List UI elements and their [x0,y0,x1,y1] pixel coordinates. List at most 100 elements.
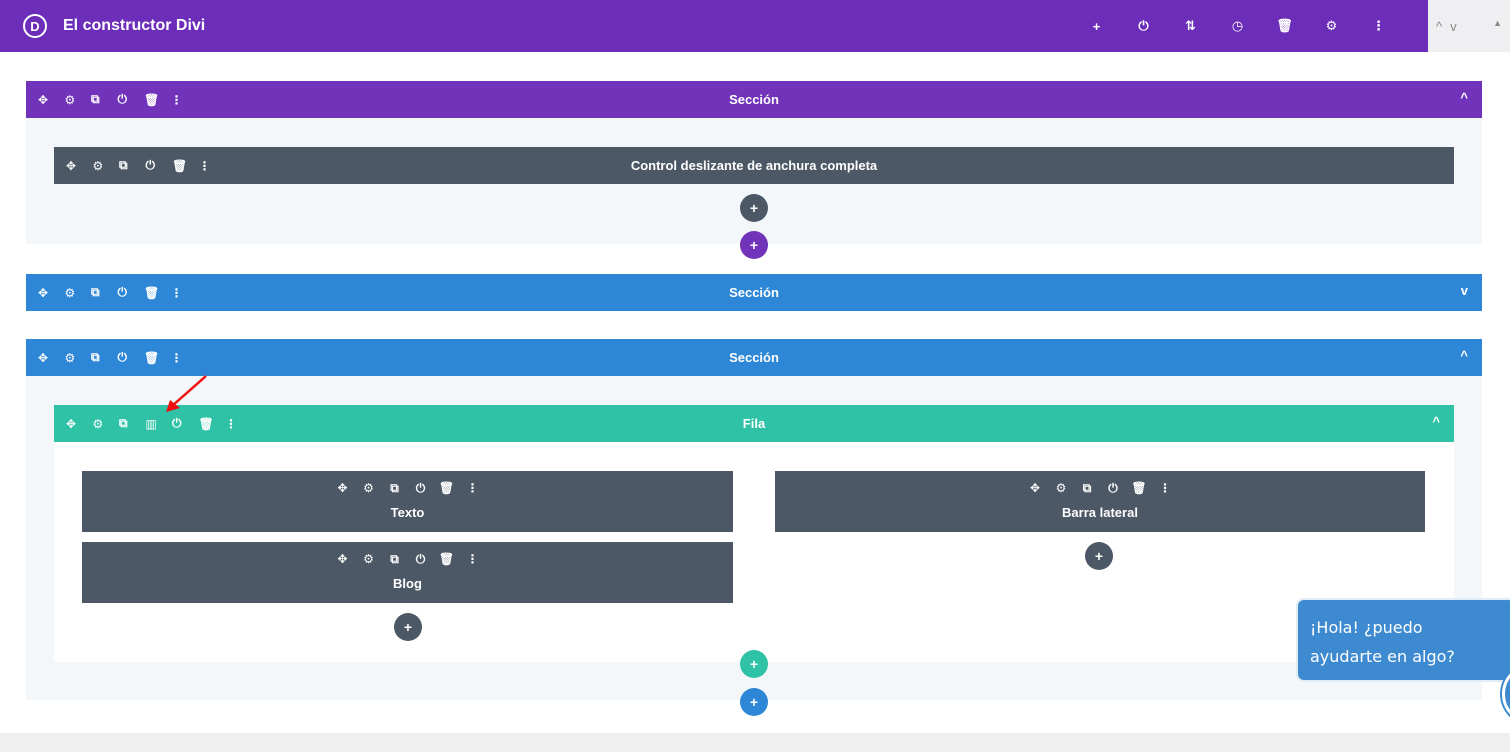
chevron-up-icon[interactable]: ^ [1432,414,1440,429]
trash-icon[interactable]: 🗑 [144,92,160,107]
add-row-button[interactable]: + [740,650,768,678]
app-title: El constructor Divi [63,17,206,34]
module-toolbar: ✥ ⚙ ⧉ ⏻ 🗑 ⋮ [82,552,733,567]
move-icon[interactable]: ✥ [337,481,348,495]
module-barra-lateral[interactable]: ✥ ⚙ ⧉ ⏻ 🗑 ⋮ Barra lateral [775,471,1425,532]
chevron-up-icon[interactable]: ^ [1460,348,1468,363]
more-icon[interactable]: ⋮ [198,158,211,173]
add-icon[interactable]: + [1092,18,1101,34]
module-toolbar: ✥ ⚙ ⧉ ⏻ 🗑 ⋮ [66,147,225,184]
more-icon[interactable]: ⋮ [170,92,183,107]
chat-line-2: ayudarte en algo? [1310,647,1455,666]
section-title: Sección [729,92,779,107]
module-title: Blog [393,576,422,591]
duplicate-icon[interactable]: ⧉ [91,285,100,299]
more-icon[interactable]: ⋮ [225,416,237,431]
trash-icon[interactable]: 🗑 [198,416,214,431]
trash-icon[interactable]: 🗑 [438,481,455,495]
section-toolbar: ✥ ⚙ ⧉ ⏻ 🗑 ⋮ [38,274,197,311]
trash-icon[interactable]: 🗑 [1276,18,1293,33]
trash-icon[interactable]: 🗑 [438,552,455,566]
gear-icon[interactable]: ⚙ [363,481,374,495]
module-texto[interactable]: ✥ ⚙ ⧉ ⏻ 🗑 ⋮ Texto [82,471,733,532]
duplicate-icon[interactable]: ⧉ [91,92,100,106]
gear-icon[interactable]: ⚙ [92,416,104,431]
module-title: Texto [390,505,425,520]
chevron-down-icon[interactable]: v [1460,283,1468,298]
gear-icon[interactable]: ⚙ [64,285,76,300]
section-toolbar: ✥ ⚙ ⧉ ⏻ 🗑 ⋮ [38,339,197,376]
power-icon[interactable]: ⏻ [172,416,182,430]
add-module-button[interactable]: + [394,613,422,641]
power-icon[interactable]: ⏻ [117,350,128,364]
annotation-arrow-icon [166,375,207,412]
sort-icon[interactable]: ⇅ [1185,18,1196,33]
duplicate-icon[interactable]: ⧉ [390,552,399,566]
settings-icon[interactable]: ⚙ [1325,18,1338,33]
bottom-scroll-strip [0,733,1510,752]
power-icon[interactable]: ⏻ [145,158,156,172]
module-title: Control deslizante de anchura completa [630,158,878,173]
power-icon[interactable]: ⏻ [415,552,426,566]
chat-line-1: ¡Hola! ¿puedo [1310,618,1423,637]
power-icon[interactable]: ⏻ [415,481,426,495]
add-section-button[interactable]: + [740,688,768,716]
trash-icon[interactable]: 🗑 [144,285,160,300]
row-title: Fila [742,416,766,431]
gear-icon[interactable]: ⚙ [1055,481,1067,495]
chevron-up-icon[interactable]: ^ [1460,90,1468,105]
duplicate-icon[interactable]: ⧉ [1082,481,1092,495]
section-header-3[interactable]: ✥ ⚙ ⧉ ⏻ 🗑 ⋮ Sección ^ [26,339,1482,376]
move-icon[interactable]: ✥ [66,416,77,431]
add-module-button[interactable]: + [1085,542,1113,570]
module-blog[interactable]: ✥ ⚙ ⧉ ⏻ 🗑 ⋮ Blog [82,542,733,603]
builder-header: D El constructor Divi + ⏻ ⇅ ◷ 🗑 ⚙ ⋮ [0,0,1428,52]
more-icon[interactable]: ⋮ [466,552,479,566]
chevron-down-icon[interactable]: v [1450,18,1457,34]
power-icon[interactable]: ⏻ [1108,481,1118,495]
section-title: Sección [729,350,779,365]
duplicate-icon[interactable]: ⧉ [119,416,128,430]
duplicate-icon[interactable]: ⧉ [119,158,128,172]
section-toolbar: ✥ ⚙ ⧉ ⏻ 🗑 ⋮ [38,81,197,118]
trash-icon[interactable]: 🗑 [1131,481,1147,495]
scroll-top-icon[interactable]: ▲ [1493,18,1502,28]
move-icon[interactable]: ✥ [38,350,49,365]
section-header-1[interactable]: ✥ ⚙ ⧉ ⏻ 🗑 ⋮ Sección ^ [26,81,1482,118]
trash-icon[interactable]: 🗑 [172,158,188,173]
trash-icon[interactable]: 🗑 [144,350,160,365]
move-icon[interactable]: ✥ [38,92,49,107]
history-icon[interactable]: ◷ [1231,18,1244,33]
move-icon[interactable]: ✥ [337,552,348,566]
chat-bubble[interactable]: ¡Hola! ¿puedo ayudarte en algo? [1296,598,1510,682]
power-icon[interactable]: ⏻ [117,285,128,299]
more-icon[interactable]: ⋮ [1372,18,1385,33]
chevron-up-icon[interactable]: ^ [1436,18,1443,34]
more-icon[interactable]: ⋮ [466,481,479,495]
move-icon[interactable]: ✥ [1029,481,1041,495]
more-icon[interactable]: ⋮ [170,285,183,300]
duplicate-icon[interactable]: ⧉ [390,481,399,495]
section-title: Sección [729,285,779,300]
gear-icon[interactable]: ⚙ [64,92,76,107]
columns-icon[interactable]: ▥ [145,416,157,431]
gear-icon[interactable]: ⚙ [363,552,374,566]
header-actions: + ⏻ ⇅ ◷ 🗑 ⚙ ⋮ [1073,0,1402,52]
more-icon[interactable]: ⋮ [170,350,183,365]
duplicate-icon[interactable]: ⧉ [91,350,100,364]
scroll-controls: ^ v ▲ [1428,0,1510,52]
add-section-button[interactable]: + [740,231,768,259]
fullwidth-module-bar[interactable]: ✥ ⚙ ⧉ ⏻ 🗑 ⋮ Control deslizante de anchur… [54,147,1454,184]
row-header[interactable]: ✥ ⚙ ⧉ ▥ ⏻ 🗑 ⋮ Fila ^ [54,405,1454,442]
add-module-button[interactable]: + [740,194,768,222]
power-icon[interactable]: ⏻ [1138,18,1149,33]
more-icon[interactable]: ⋮ [1159,481,1171,495]
move-icon[interactable]: ✥ [66,158,77,173]
gear-icon[interactable]: ⚙ [92,158,104,173]
divi-logo[interactable]: D [23,14,47,38]
section-header-2[interactable]: ✥ ⚙ ⧉ ⏻ 🗑 ⋮ Sección v [26,274,1482,311]
power-icon[interactable]: ⏻ [117,92,128,106]
move-icon[interactable]: ✥ [38,285,49,300]
module-toolbar: ✥ ⚙ ⧉ ⏻ 🗑 ⋮ [775,481,1425,496]
gear-icon[interactable]: ⚙ [64,350,76,365]
